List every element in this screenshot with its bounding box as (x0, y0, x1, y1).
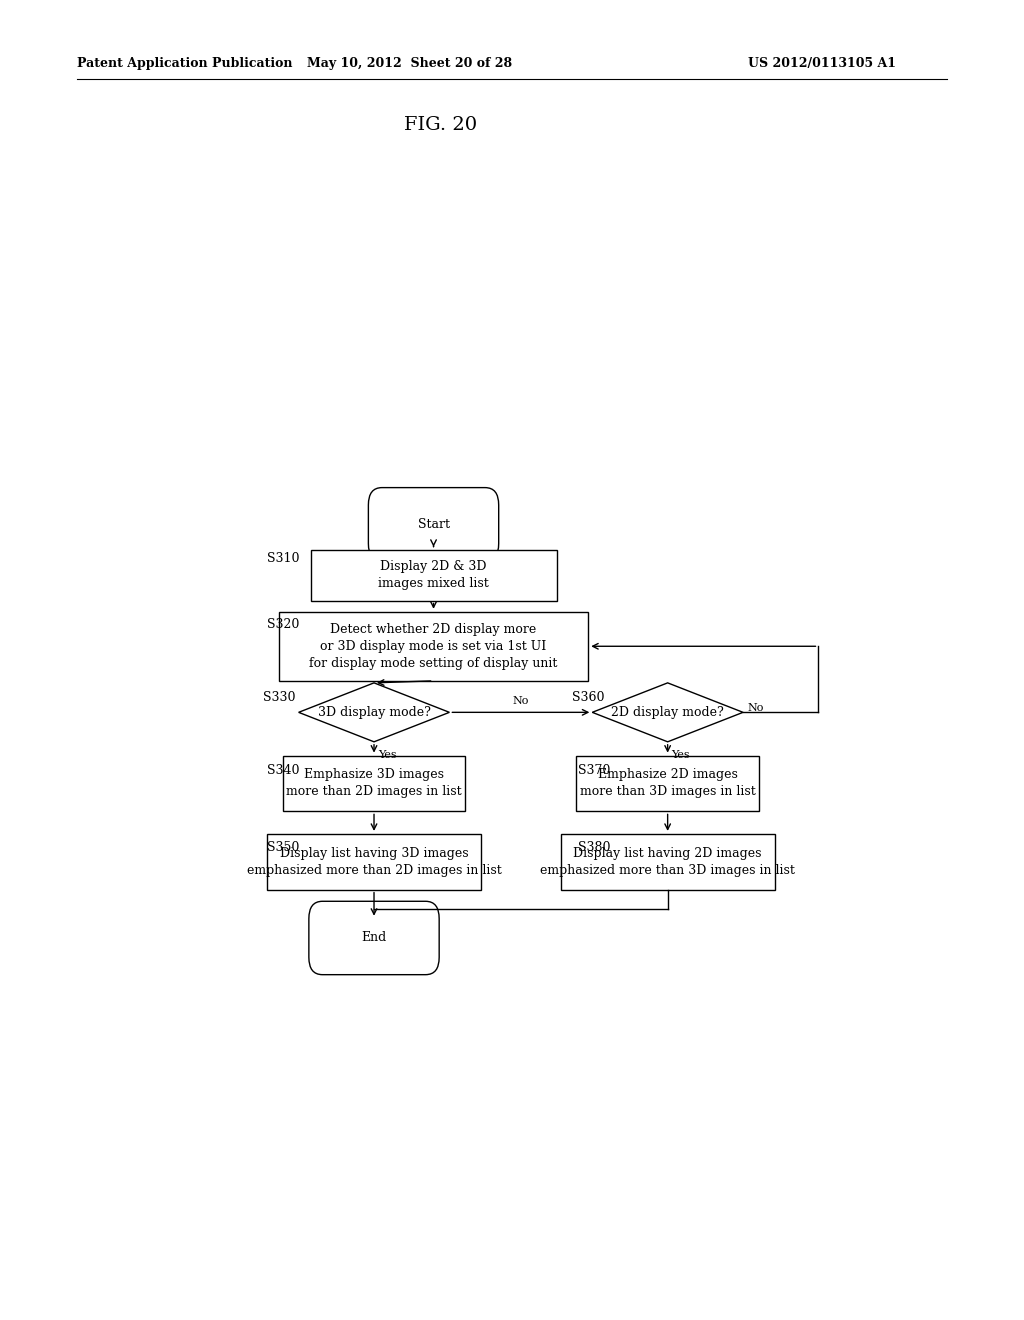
Text: Emphasize 3D images
more than 2D images in list: Emphasize 3D images more than 2D images … (286, 768, 462, 799)
Text: S370: S370 (578, 764, 610, 776)
FancyBboxPatch shape (279, 611, 588, 681)
Text: Yes: Yes (378, 750, 396, 760)
Text: Display 2D & 3D
images mixed list: Display 2D & 3D images mixed list (378, 560, 488, 590)
Text: Yes: Yes (672, 750, 690, 760)
Text: S350: S350 (267, 841, 299, 854)
Text: S330: S330 (263, 690, 295, 704)
Text: Display list having 3D images
emphasized more than 2D images in list: Display list having 3D images emphasized… (247, 846, 502, 876)
Text: No: No (748, 704, 763, 713)
Text: S320: S320 (267, 619, 299, 631)
Text: Patent Application Publication: Patent Application Publication (77, 57, 292, 70)
FancyBboxPatch shape (310, 549, 557, 601)
Text: S380: S380 (578, 841, 610, 854)
FancyBboxPatch shape (309, 902, 439, 974)
Text: Start: Start (418, 517, 450, 531)
Text: Detect whether 2D display more
or 3D display mode is set via 1st UI
for display : Detect whether 2D display more or 3D dis… (309, 623, 558, 669)
FancyBboxPatch shape (577, 755, 759, 812)
Text: No: No (513, 696, 529, 706)
Polygon shape (592, 682, 743, 742)
Text: S310: S310 (267, 552, 299, 565)
Text: 2D display mode?: 2D display mode? (611, 706, 724, 719)
FancyBboxPatch shape (283, 755, 465, 812)
Text: Display list having 2D images
emphasized more than 3D images in list: Display list having 2D images emphasized… (541, 846, 795, 876)
Text: 3D display mode?: 3D display mode? (317, 706, 430, 719)
Text: S360: S360 (572, 690, 605, 704)
Text: S340: S340 (267, 764, 299, 776)
Text: FIG. 20: FIG. 20 (403, 116, 477, 135)
Text: US 2012/0113105 A1: US 2012/0113105 A1 (748, 57, 896, 70)
FancyBboxPatch shape (369, 487, 499, 561)
FancyBboxPatch shape (267, 834, 481, 890)
Text: End: End (361, 932, 387, 945)
FancyBboxPatch shape (560, 834, 775, 890)
Text: May 10, 2012  Sheet 20 of 28: May 10, 2012 Sheet 20 of 28 (307, 57, 512, 70)
Text: Emphasize 2D images
more than 3D images in list: Emphasize 2D images more than 3D images … (580, 768, 756, 799)
Polygon shape (299, 682, 450, 742)
